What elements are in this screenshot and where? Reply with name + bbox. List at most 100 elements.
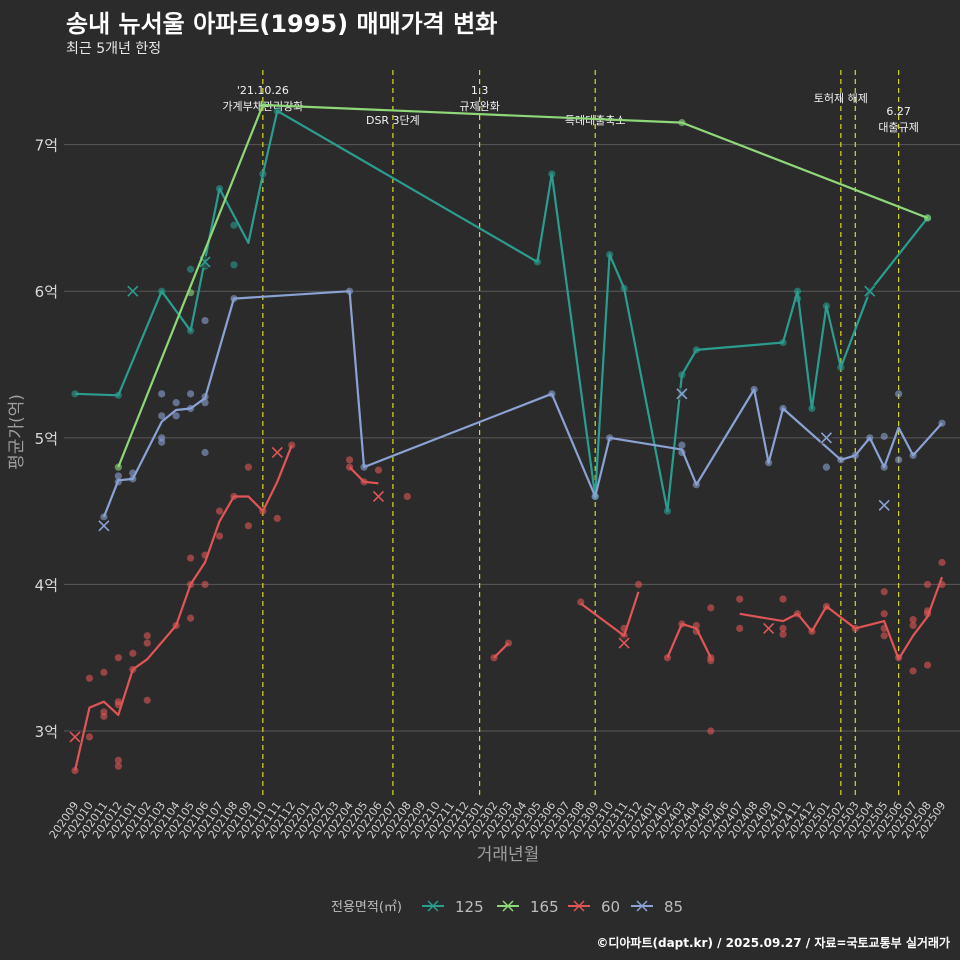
- data-point: [114, 762, 122, 770]
- data-point: [923, 580, 932, 589]
- chart-subtitle: 최근 5개년 한정: [66, 41, 162, 57]
- data-point: [143, 696, 151, 704]
- y-tick-label: 3억: [35, 723, 58, 741]
- data-point: [707, 604, 715, 612]
- series-line: [117, 103, 928, 468]
- annotation-label: DSR 3단계: [366, 114, 420, 127]
- data-point: [230, 261, 238, 269]
- data-point: [215, 507, 224, 515]
- legend-swatch-cross: [636, 900, 648, 912]
- y-axis-label: 평균가(억): [7, 394, 27, 470]
- data-point: [909, 667, 917, 675]
- annotation-label: '21.10.26: [237, 84, 289, 97]
- y-tick-label: 4억: [35, 576, 58, 594]
- data-point: [244, 522, 252, 530]
- data-point: [880, 588, 888, 596]
- data-point: [707, 727, 715, 735]
- data-point: [923, 661, 932, 669]
- data-point: [114, 654, 122, 662]
- cross-marker: [878, 499, 890, 511]
- data-point: [244, 463, 252, 471]
- data-point: [634, 580, 643, 589]
- data-point: [71, 767, 79, 775]
- data-point: [230, 221, 238, 229]
- data-point: [779, 624, 787, 633]
- annotation-label: 1.3: [471, 84, 489, 97]
- data-series: [69, 101, 946, 775]
- cross-marker: [372, 490, 385, 503]
- data-point: [172, 399, 180, 407]
- legend-swatch-cross: [502, 900, 514, 912]
- data-point: [678, 441, 686, 449]
- data-point: [909, 616, 917, 624]
- grid-lines: [64, 144, 960, 732]
- data-point: [707, 657, 715, 665]
- cross-marker: [864, 285, 876, 297]
- series-165: [114, 101, 932, 471]
- data-point: [938, 558, 946, 567]
- legend-label: 85: [664, 898, 683, 916]
- data-point: [114, 472, 122, 480]
- source-caption: ©디아파트(dapt.kr) / 2025.09.27 / 자료=국토교통부 실…: [596, 936, 950, 950]
- data-point: [187, 614, 195, 622]
- legend-label: 165: [530, 898, 559, 916]
- data-point: [201, 580, 209, 589]
- policy-annotations: '21.10.26가계부채관리강화DSR 3단계1.3규제완화특례대출축소토허제…: [222, 84, 919, 134]
- cross-marker: [271, 446, 283, 459]
- annotation-label: 6.27: [886, 105, 911, 118]
- data-point: [201, 448, 209, 457]
- data-point: [736, 595, 744, 603]
- cross-marker: [618, 637, 630, 649]
- data-point: [880, 432, 888, 440]
- cross-marker: [127, 285, 139, 297]
- data-point: [172, 412, 180, 420]
- chart-title: 송내 뉴서울 아파트(1995) 매매가격 변화: [66, 10, 498, 38]
- series-line: [102, 290, 943, 518]
- data-point: [187, 554, 195, 562]
- data-point: [187, 390, 195, 398]
- x-axis: 2020092020102020112020122021012021022021…: [47, 799, 949, 841]
- data-point: [143, 639, 151, 647]
- data-point: [895, 456, 903, 464]
- data-point: [779, 595, 787, 603]
- legend-swatch-cross: [427, 900, 439, 912]
- legend: 전용면적(㎡) 125 165 60 85: [331, 898, 683, 916]
- data-point: [345, 456, 354, 464]
- legend-title: 전용면적(㎡): [331, 900, 402, 915]
- x-axis-label: 거래년월: [477, 845, 540, 865]
- data-point: [100, 668, 108, 676]
- data-point: [779, 630, 787, 638]
- data-point: [85, 733, 94, 741]
- series-line: [73, 444, 944, 771]
- data-point: [403, 492, 411, 501]
- data-point: [909, 621, 917, 630]
- y-axis: 3억 4억 5억 6억 7억: [35, 137, 58, 741]
- data-point: [822, 463, 831, 471]
- data-point: [273, 514, 281, 523]
- data-point: [374, 466, 383, 474]
- y-tick-label: 7억: [35, 137, 58, 155]
- data-point: [85, 674, 94, 682]
- legend-label: 125: [455, 898, 484, 916]
- series-85: [97, 287, 946, 532]
- cross-marker: [69, 731, 81, 743]
- data-point: [100, 712, 108, 720]
- data-point: [129, 649, 137, 657]
- annotation-label: 토허제 해제: [814, 91, 868, 105]
- data-point: [215, 532, 224, 540]
- data-point: [114, 756, 122, 764]
- cross-marker: [98, 520, 110, 532]
- data-point: [158, 438, 166, 446]
- cross-marker: [676, 388, 688, 400]
- data-point: [880, 632, 888, 640]
- data-point: [201, 316, 209, 325]
- data-point: [158, 390, 166, 398]
- policy-lines: [262, 70, 900, 797]
- legend-label: 60: [601, 898, 620, 916]
- data-point: [158, 412, 166, 420]
- data-point: [880, 610, 888, 618]
- data-point: [895, 390, 903, 398]
- cross-marker: [820, 432, 832, 444]
- series-60: [69, 441, 946, 775]
